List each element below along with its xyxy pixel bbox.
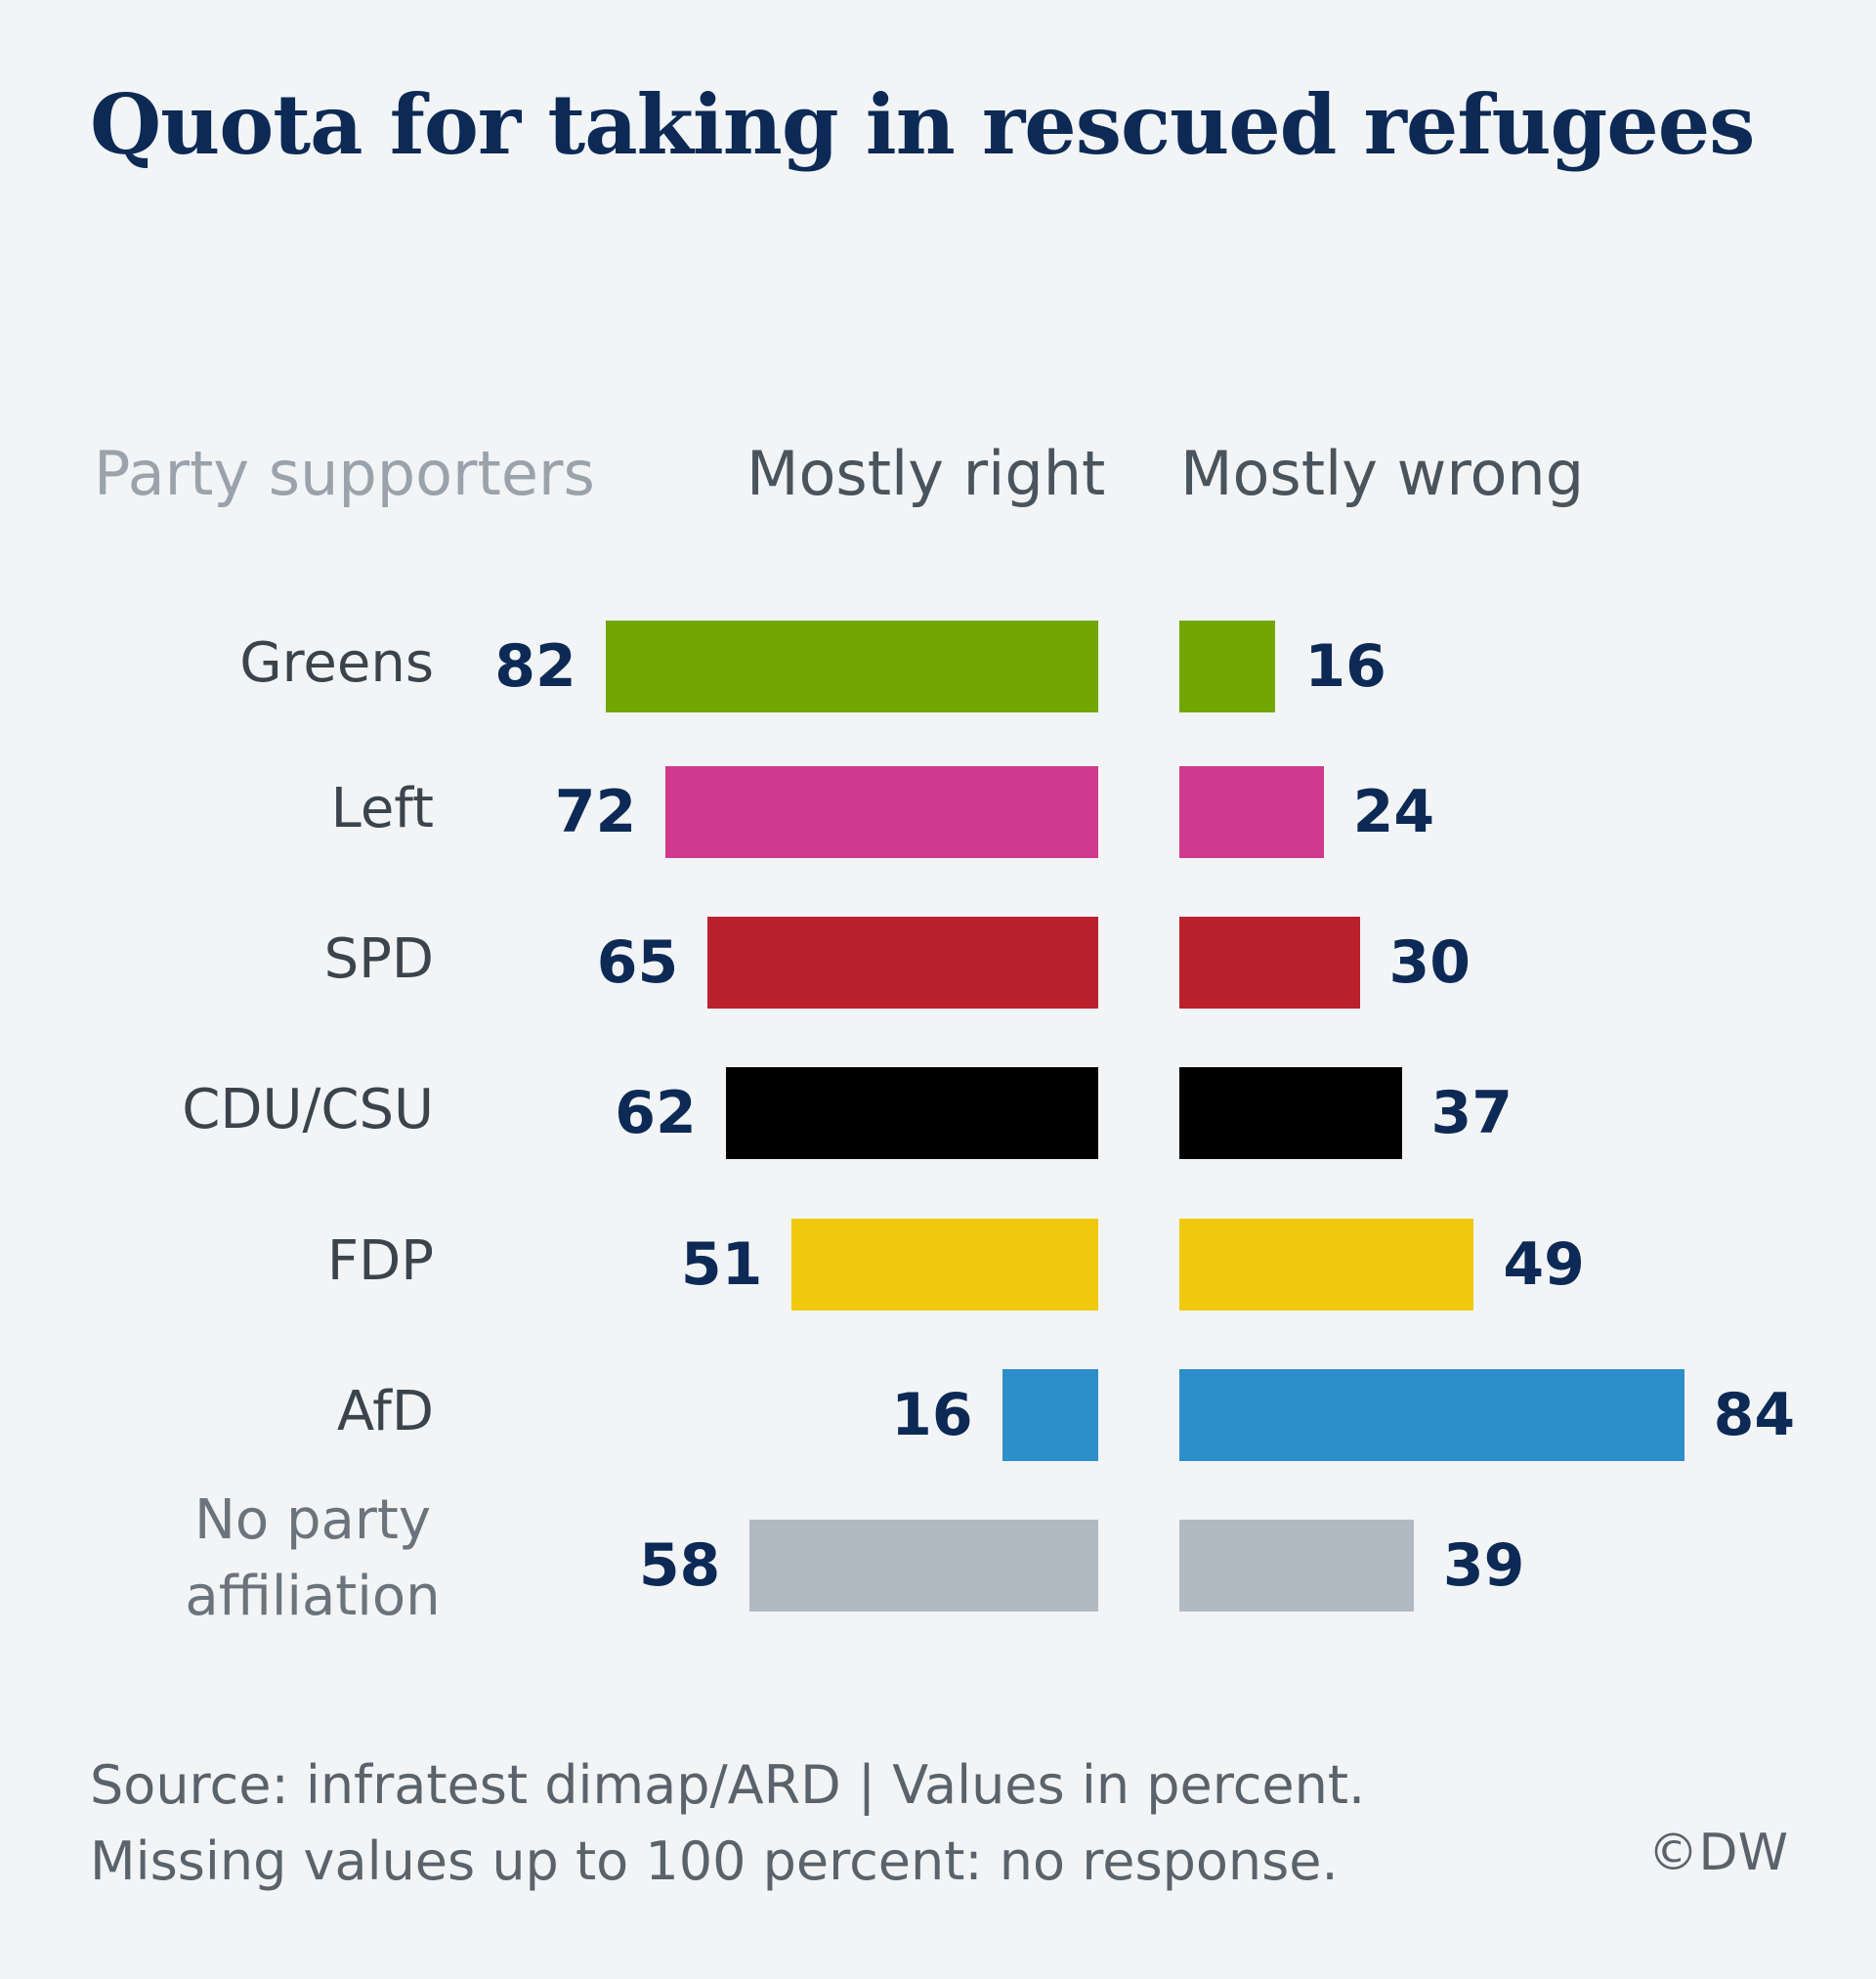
value-label-mostly-wrong: 37: [1430, 1079, 1514, 1147]
value-label-mostly-wrong: 84: [1713, 1381, 1796, 1449]
value-label-mostly-wrong: 30: [1388, 928, 1471, 997]
value-label-mostly-wrong: 24: [1352, 778, 1435, 846]
bar-mostly-wrong: [1179, 766, 1324, 858]
bar-mostly-wrong: [1179, 621, 1276, 712]
bar-mostly-wrong: [1179, 1369, 1684, 1461]
bar-mostly-wrong: [1179, 1520, 1414, 1612]
source-note: Source: infratest dimap/ARD | Values in …: [90, 1747, 1365, 1900]
value-label-mostly-wrong: 16: [1304, 632, 1386, 701]
value-label-mostly-right: 58: [638, 1531, 721, 1600]
source-line-2: Missing values up to 100 percent: no res…: [90, 1830, 1339, 1892]
category-label: No party affiliation: [185, 1488, 441, 1629]
bar-mostly-right: [1002, 1369, 1098, 1461]
header-party-supporters: Party supporters: [94, 438, 595, 509]
value-label-mostly-right: 51: [680, 1230, 763, 1299]
value-label-mostly-right: 65: [596, 928, 679, 997]
value-label-mostly-wrong: 49: [1503, 1230, 1585, 1299]
bar-mostly-wrong: [1179, 1067, 1402, 1159]
value-label-mostly-right: 72: [554, 778, 637, 846]
value-label-mostly-right: 62: [615, 1079, 697, 1147]
bar-mostly-wrong: [1179, 917, 1360, 1009]
category-label: Left: [330, 777, 434, 840]
header-mostly-right: Mostly right: [746, 438, 1106, 509]
category-label: CDU/CSU: [182, 1078, 434, 1141]
source-line-1: Source: infratest dimap/ARD | Values in …: [90, 1754, 1366, 1816]
bar-mostly-right: [791, 1219, 1098, 1311]
value-label-mostly-right: 82: [494, 632, 576, 701]
value-label-mostly-wrong: 39: [1442, 1531, 1525, 1600]
header-mostly-wrong: Mostly wrong: [1180, 438, 1585, 509]
value-label-mostly-right: 16: [891, 1381, 973, 1449]
bar-mostly-right: [665, 766, 1098, 858]
category-label: AfD: [336, 1380, 434, 1443]
bar-mostly-right: [725, 1067, 1098, 1159]
bar-mostly-right: [707, 917, 1098, 1009]
chart-title: Quota for taking in rescued refugees: [90, 76, 1755, 173]
copyright: ©DW: [1647, 1824, 1788, 1882]
bar-mostly-right: [605, 621, 1098, 712]
category-label: FDP: [326, 1229, 434, 1293]
category-label: SPD: [323, 927, 434, 991]
bar-mostly-right: [749, 1520, 1098, 1612]
bar-mostly-wrong: [1179, 1219, 1474, 1311]
category-label: Greens: [239, 631, 434, 695]
